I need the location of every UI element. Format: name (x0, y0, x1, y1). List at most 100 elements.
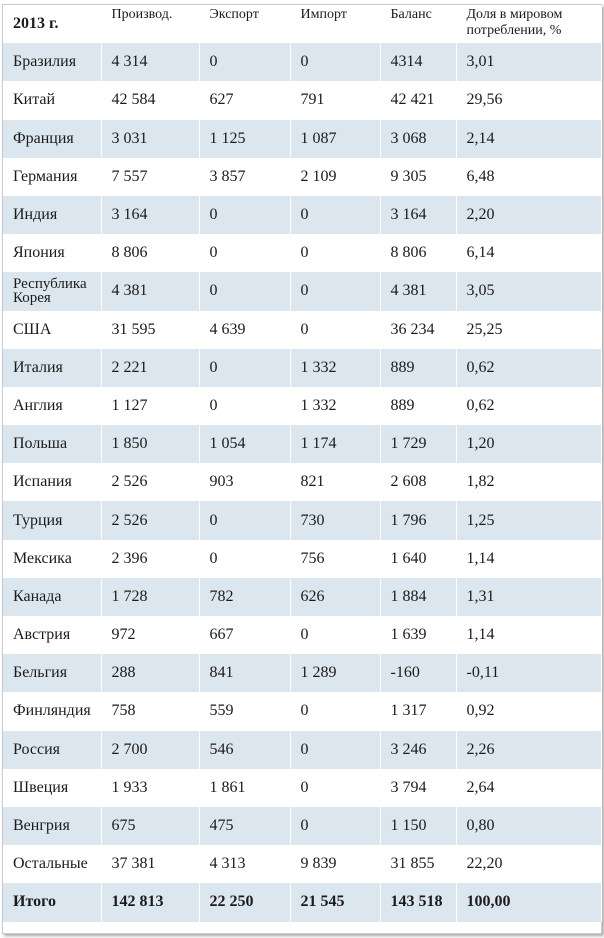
table-header-row: 2013 г. Производ. Экспорт Импорт Баланс … (3, 5, 602, 44)
cell-balance: 1 729 (380, 425, 457, 464)
cell-share: 29,56 (456, 81, 602, 120)
table-row: Бельгия 288 841 1 289 -160 -0,11 (3, 654, 602, 693)
cell-country: Индия (3, 195, 102, 235)
cell-production: 2 396 (101, 539, 200, 578)
table-row: Япония 8 806 0 0 8 806 6,14 (3, 234, 602, 273)
cell-production: 675 (101, 806, 200, 846)
cell-balance: 3 246 (380, 730, 457, 769)
cell-country: Испания (3, 463, 102, 502)
cell-share: 1,14 (456, 539, 602, 578)
cell-share: 0,92 (456, 692, 602, 731)
production-table: 2013 г. Производ. Экспорт Импорт Баланс … (3, 5, 602, 922)
cell-share: 1,14 (456, 616, 602, 655)
cell-production: 1 728 (101, 577, 200, 616)
table-row: Индия 3 164 0 0 3 164 2,20 (3, 195, 602, 235)
header-import: Импорт (290, 5, 381, 44)
cell-export: 903 (199, 463, 291, 502)
cell-import: 791 (290, 81, 381, 120)
cell-export: 667 (199, 616, 291, 655)
cell-share: 6,48 (456, 157, 602, 196)
table-row: Бразилия 4 314 0 0 4314 3,01 (3, 43, 602, 82)
cell-export: 0 (199, 348, 291, 387)
cell-import: 0 (290, 768, 381, 807)
cell-share: -0,11 (456, 654, 602, 693)
cell-production: 1 850 (101, 425, 200, 464)
cell-export: 841 (199, 654, 291, 693)
cell-balance: 1 639 (380, 616, 457, 655)
cell-share: 0,62 (456, 386, 602, 426)
cell-export: 4 639 (199, 310, 291, 349)
cell-export: 0 (199, 195, 291, 235)
cell-import: 1 289 (290, 654, 381, 693)
cell-share: 6,14 (456, 234, 602, 273)
cell-country: Финляндия (3, 692, 102, 731)
cell-balance: 889 (380, 386, 457, 426)
cell-import: 730 (290, 501, 381, 540)
cell-country: Китай (3, 81, 102, 120)
cell-share: 2,26 (456, 730, 602, 769)
cell-production: 758 (101, 692, 200, 731)
cell-balance: 4 381 (380, 272, 457, 311)
cell-share: 2,14 (456, 119, 602, 158)
cell-country: Россия (3, 730, 102, 769)
cell-export: 1 861 (199, 768, 291, 807)
table-row: Польша 1 850 1 054 1 174 1 729 1,20 (3, 425, 602, 464)
table-row: Швеция 1 933 1 861 0 3 794 2,64 (3, 768, 602, 807)
cell-balance: 36 234 (380, 310, 457, 349)
total-import: 21 545 (290, 883, 381, 922)
cell-share: 1,20 (456, 425, 602, 464)
cell-balance: 4314 (380, 43, 457, 82)
data-table-frame: 2013 г. Производ. Экспорт Импорт Баланс … (2, 4, 602, 934)
header-export: Экспорт (199, 5, 291, 44)
cell-country: Англия (3, 386, 102, 426)
cell-share: 0,62 (456, 348, 602, 387)
cell-country: Мексика (3, 539, 102, 578)
cell-balance: 889 (380, 348, 457, 387)
cell-balance: -160 (380, 654, 457, 693)
cell-balance: 31 855 (380, 845, 457, 884)
cell-balance: 3 794 (380, 768, 457, 807)
cell-balance: 1 884 (380, 577, 457, 616)
cell-import: 0 (290, 195, 381, 235)
cell-country: Турция (3, 501, 102, 540)
cell-country: Германия (3, 157, 102, 196)
cell-country: Япония (3, 234, 102, 273)
cell-export: 0 (199, 501, 291, 540)
cell-import: 0 (290, 692, 381, 731)
table-row: Франция 3 031 1 125 1 087 3 068 2,14 (3, 119, 602, 158)
cell-production: 2 526 (101, 463, 200, 502)
cell-production: 4 381 (101, 272, 200, 311)
cell-country: Остальные (3, 845, 102, 884)
cell-export: 3 857 (199, 157, 291, 196)
cell-production: 7 557 (101, 157, 200, 196)
cell-import: 0 (290, 730, 381, 769)
table-row: Остальные 37 381 4 313 9 839 31 855 22,20 (3, 845, 602, 884)
cell-production: 3 164 (101, 195, 200, 235)
header-balance: Баланс (380, 5, 457, 44)
cell-country: США (3, 310, 102, 349)
cell-country: Венгрия (3, 806, 102, 846)
cell-share: 0,80 (456, 806, 602, 846)
total-production: 142 813 (101, 883, 200, 922)
total-export: 22 250 (199, 883, 291, 922)
cell-export: 627 (199, 81, 291, 120)
cell-import: 0 (290, 272, 381, 311)
cell-country: Бразилия (3, 43, 102, 82)
cell-production: 37 381 (101, 845, 200, 884)
table-row: Россия 2 700 546 0 3 246 2,26 (3, 730, 602, 769)
cell-share: 1,31 (456, 577, 602, 616)
cell-share: 1,82 (456, 463, 602, 502)
table-row: Германия 7 557 3 857 2 109 9 305 6,48 (3, 157, 602, 196)
total-balance: 143 518 (380, 883, 457, 922)
cell-country: Республика Корея (3, 272, 102, 311)
table-row: Китай 42 584 627 791 42 421 29,56 (3, 81, 602, 120)
cell-balance: 2 608 (380, 463, 457, 502)
table-row: США 31 595 4 639 0 36 234 25,25 (3, 310, 602, 349)
table-row: Испания 2 526 903 821 2 608 1,82 (3, 463, 602, 502)
cell-share: 1,25 (456, 501, 602, 540)
cell-import: 756 (290, 539, 381, 578)
total-country: Итого (3, 883, 102, 922)
cell-balance: 1 317 (380, 692, 457, 731)
cell-production: 2 526 (101, 501, 200, 540)
cell-export: 0 (199, 539, 291, 578)
